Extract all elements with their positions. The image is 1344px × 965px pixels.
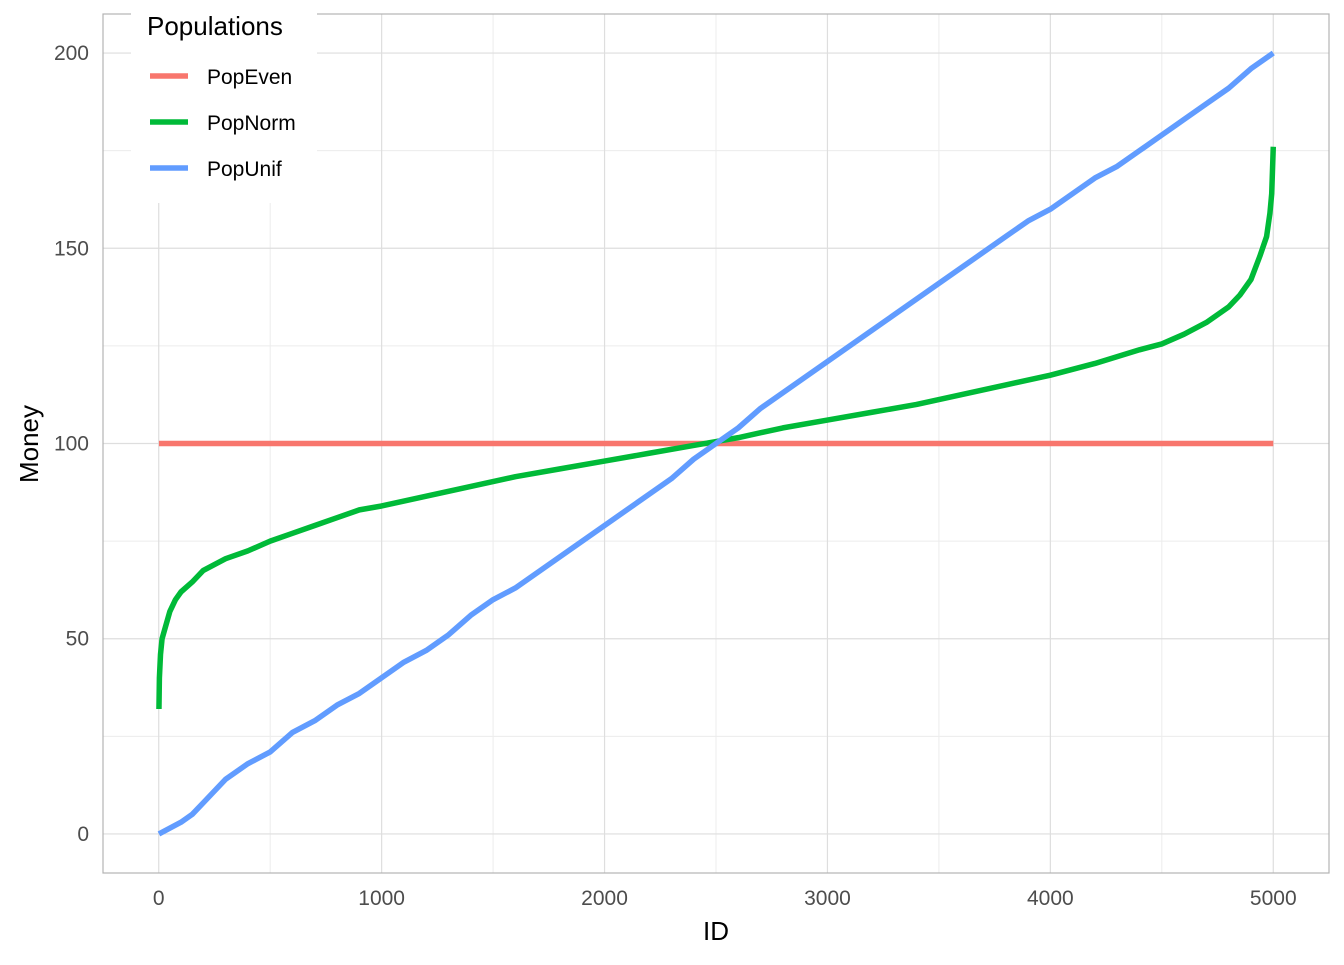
y-tick-label: 0 [77, 823, 89, 846]
x-tick-label: 3000 [804, 887, 851, 910]
y-tick-label: 150 [54, 237, 89, 260]
y-tick-label: 50 [66, 628, 89, 651]
legend-label-popnorm: PopNorm [207, 112, 296, 135]
y-tick-label: 100 [54, 433, 89, 456]
x-tick-label: 1000 [358, 887, 405, 910]
y-axis-title: Money [14, 405, 44, 483]
legend: Populations PopEven PopNorm PopUnif [131, 5, 317, 203]
x-tick-label: 0 [153, 887, 165, 910]
x-tick-label: 2000 [581, 887, 628, 910]
y-tick-label: 200 [54, 42, 89, 65]
legend-label-popunif: PopUnif [207, 158, 282, 181]
legend-items: PopEven PopNorm PopUnif [150, 66, 296, 181]
legend-title: Populations [147, 11, 283, 41]
plot-border [102, 13, 1330, 874]
x-axis-title: ID [703, 916, 729, 946]
y-axis-ticks: 0 50 100 150 200 [54, 42, 89, 846]
x-tick-label: 4000 [1027, 887, 1074, 910]
series-line-popnorm [156, 146, 1277, 710]
legend-label-popeven: PopEven [207, 66, 292, 89]
x-tick-label: 5000 [1250, 887, 1297, 910]
series-layer [156, 50, 1277, 837]
x-axis-ticks: 0 1000 2000 3000 4000 5000 [153, 887, 1297, 910]
series-line-popunif [157, 50, 1275, 837]
